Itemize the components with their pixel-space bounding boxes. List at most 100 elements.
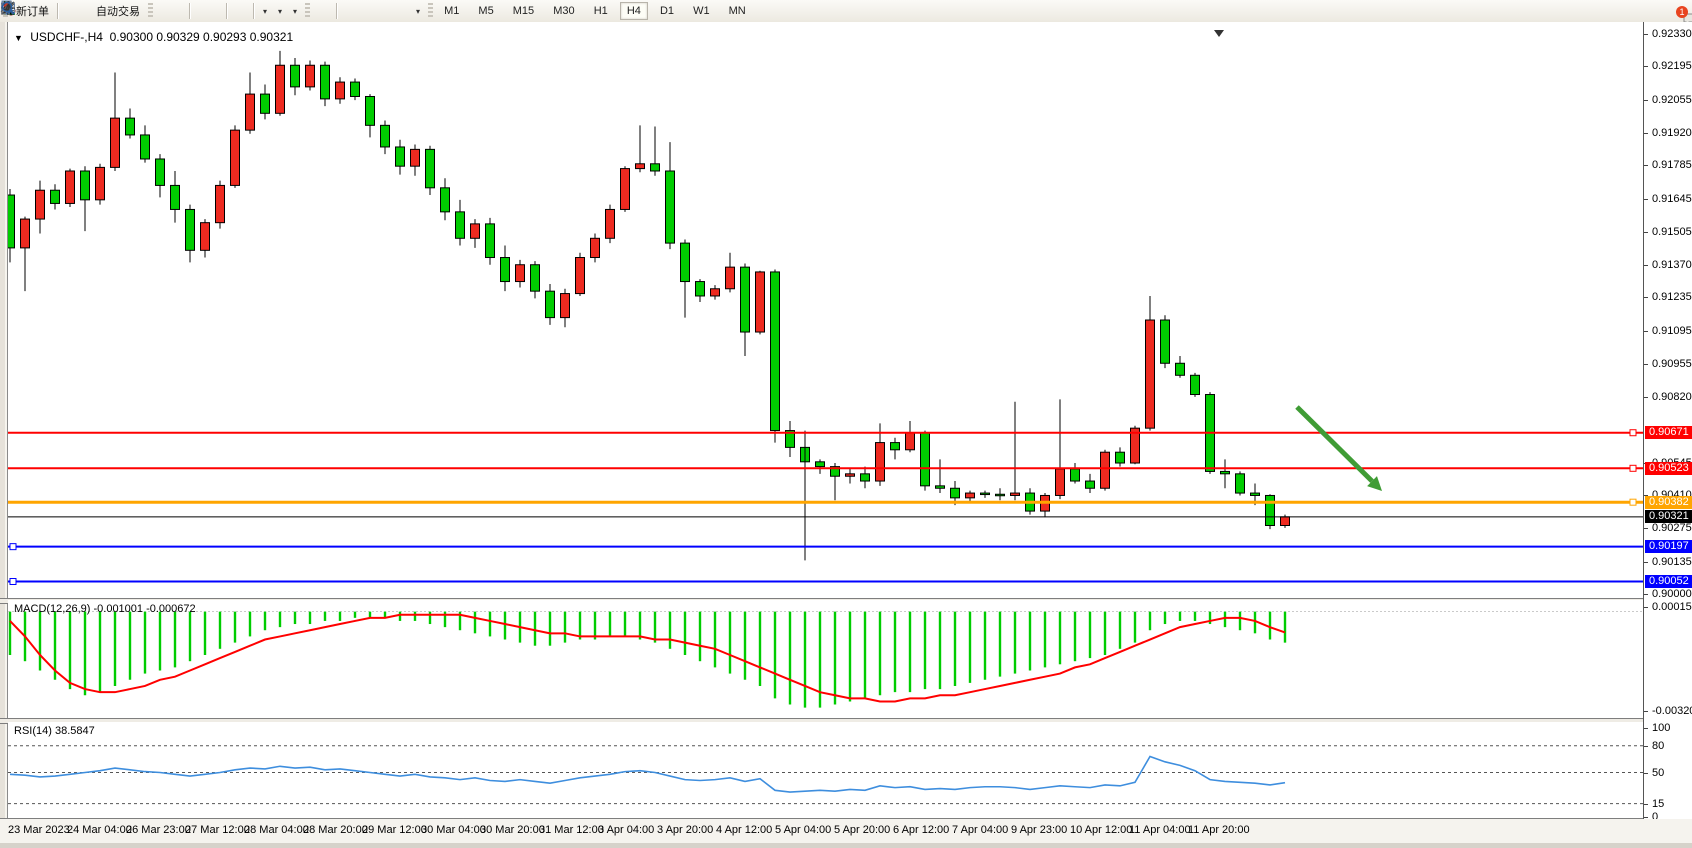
indicators-caret: ▾ (263, 6, 268, 16)
timeframe-mn[interactable]: MN (728, 5, 746, 17)
channel-tool[interactable]: E (0, 0, 380, 22)
new-order-label: 新订单 (16, 6, 49, 18)
line-chart-type-button[interactable] (1, 0, 186, 22)
time-axis-label: 3 Apr 04:00 (598, 824, 655, 836)
text-icon: A (4, 1, 13, 16)
zoom-out-button[interactable] (2, 0, 213, 22)
shapes-tool[interactable]: ▾ (3, 0, 425, 22)
periods-button[interactable]: ▾ (1, 0, 287, 22)
candle (425, 148, 435, 189)
candle (1235, 473, 1245, 494)
candle (485, 223, 495, 259)
cursor-tool-button[interactable] (4, 0, 323, 22)
price-tick-label: 0.91095 (1652, 324, 1692, 337)
candle (170, 184, 180, 210)
templates-button[interactable]: ▾ (1, 0, 302, 22)
text-label-tool[interactable]: T (1, 0, 410, 22)
time-axis-label: 11 Apr 20:00 (1188, 824, 1250, 836)
time-axis-label: 24 Mar 04:00 (67, 824, 132, 836)
cloud-chart-button[interactable] (1, 0, 81, 22)
timeframe-m5[interactable]: M5 (478, 5, 494, 17)
price-tick-label: 0.90275 (1652, 521, 1692, 534)
timeframe-m30[interactable]: M30 (553, 5, 575, 17)
price-tick-label: 0.91235 (1652, 291, 1692, 304)
indicators-button[interactable]: ▾ (1, 0, 272, 22)
price-line-label: 0.90052 (1645, 575, 1692, 588)
candle (830, 466, 840, 477)
price-tick-label: 0.91505 (1652, 226, 1692, 239)
time-axis[interactable]: 23 Mar 2023 24 Mar 04:00 26 Mar 23:00 27 Ma… (0, 819, 1692, 843)
fibonacci-tool[interactable]: F (1, 0, 390, 22)
time-axis-label: 7 Apr 04:00 (952, 824, 1009, 836)
crosshair-tool-button[interactable] (1, 0, 333, 22)
annotation-arrow[interactable] (1295, 405, 1374, 483)
rsi-line (9, 755, 1286, 793)
price-tick-label: 0.90820 (1652, 390, 1692, 403)
quote-ohlc-label: 0.90300 0.90329 0.90293 0.90321 (109, 30, 294, 44)
chart-step-button[interactable] (1, 0, 240, 22)
sound-button[interactable] (1, 0, 71, 22)
candle (95, 166, 105, 201)
hline-handle[interactable] (9, 543, 17, 551)
timeframe-w1[interactable]: W1 (693, 5, 710, 17)
candle (965, 492, 975, 499)
timeframe-h4[interactable]: H4 (619, 2, 648, 20)
candle (860, 473, 870, 482)
candle (1190, 374, 1200, 396)
hline-handle[interactable] (1629, 498, 1637, 506)
timeframe-h1[interactable]: H1 (593, 5, 608, 17)
macd-pane[interactable] (8, 600, 1643, 718)
time-axis-label: 3 Apr 20:00 (657, 824, 714, 836)
candle (440, 187, 450, 213)
signal-button[interactable] (2, 0, 91, 22)
price-line-label: 0.90523 (1645, 461, 1692, 475)
hline-handle[interactable] (1629, 429, 1637, 437)
trendline-tool[interactable] (1, 0, 370, 22)
candle (230, 129, 240, 186)
price-pane[interactable] (8, 24, 1643, 598)
candle-chart-type-button[interactable] (2, 0, 176, 22)
candle (125, 117, 135, 136)
candle (1145, 319, 1155, 429)
candle (1220, 470, 1230, 475)
timeframe-d1[interactable]: D1 (659, 5, 674, 17)
price-tick-label: 0.90955 (1652, 358, 1692, 371)
tile-windows-button[interactable] (2, 0, 223, 22)
autotrade-button[interactable]: 自动交易 (1, 0, 145, 22)
vertical-line-tool[interactable] (7, 0, 350, 22)
candle (935, 485, 945, 489)
zoom-in-button[interactable] (2, 0, 203, 22)
candle (635, 163, 645, 170)
rsi-chart (8, 745, 1643, 805)
text-tool[interactable]: A (4, 0, 400, 22)
candle (140, 134, 150, 160)
bar-chart-type-button[interactable] (1, 0, 166, 22)
price-line-label: 0.90197 (1645, 540, 1692, 554)
horizontal-line-tool[interactable] (1, 0, 360, 22)
window-left-edge[interactable] (0, 22, 8, 843)
hline-handle[interactable] (9, 578, 17, 586)
autotrade-label: 自动交易 (96, 6, 140, 18)
chevron-down-icon[interactable]: ▼ (14, 33, 23, 43)
rsi-axis-label: 100 (1652, 722, 1671, 734)
new-order-button[interactable]: 新订单 (1, 0, 54, 22)
macd-chart (8, 611, 1643, 708)
candle (1115, 451, 1125, 464)
candlestick-chart[interactable] (8, 24, 1643, 598)
candle (605, 208, 615, 239)
search-icon[interactable] (0, 0, 16, 16)
chart-end-button[interactable] (1, 0, 250, 22)
candle (1070, 468, 1080, 482)
timeframe-m15[interactable]: M15 (512, 5, 535, 17)
symbol-period-label: USDCHF-,H4 (30, 30, 103, 44)
candle (500, 257, 510, 283)
candle (1010, 492, 1020, 496)
rsi-axis-label: 50 (1652, 766, 1665, 779)
svg-text:T: T (5, 3, 12, 15)
timeframe-m1[interactable]: M1 (444, 5, 460, 17)
rsi-pane[interactable] (8, 722, 1643, 818)
price-axis[interactable]: 0.92330 0.92195 0.92055 0.91920 0.91785 0.916… (1643, 22, 1692, 843)
price-tick-label: 0.91645 (1652, 192, 1692, 205)
candle (80, 170, 90, 201)
hline-handle[interactable] (1629, 464, 1637, 472)
